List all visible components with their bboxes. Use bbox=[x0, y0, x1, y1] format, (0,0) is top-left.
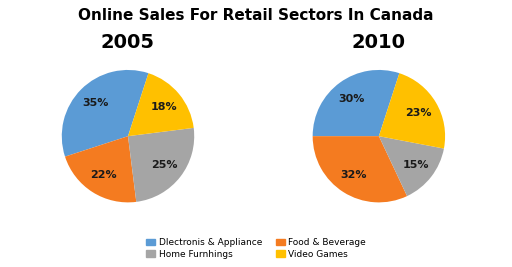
Text: 15%: 15% bbox=[402, 160, 429, 170]
Text: Online Sales For Retail Sectors In Canada: Online Sales For Retail Sectors In Canad… bbox=[78, 8, 434, 23]
Wedge shape bbox=[128, 128, 194, 202]
Text: 30%: 30% bbox=[338, 94, 365, 104]
Wedge shape bbox=[313, 136, 407, 202]
Wedge shape bbox=[62, 70, 148, 157]
Text: 35%: 35% bbox=[82, 99, 109, 108]
Text: 22%: 22% bbox=[90, 170, 116, 180]
Title: 2010: 2010 bbox=[352, 33, 406, 52]
Wedge shape bbox=[379, 73, 445, 148]
Wedge shape bbox=[379, 136, 444, 196]
Wedge shape bbox=[65, 136, 136, 202]
Wedge shape bbox=[313, 70, 399, 136]
Text: 18%: 18% bbox=[151, 102, 177, 112]
Text: 32%: 32% bbox=[341, 170, 367, 180]
Wedge shape bbox=[128, 73, 194, 136]
Text: 25%: 25% bbox=[152, 160, 178, 170]
Legend: Dlectronis & Appliance, Home Furnhings, Food & Beverage, Video Games: Dlectronis & Appliance, Home Furnhings, … bbox=[142, 234, 370, 262]
Title: 2005: 2005 bbox=[101, 33, 155, 52]
Text: 23%: 23% bbox=[406, 108, 432, 117]
